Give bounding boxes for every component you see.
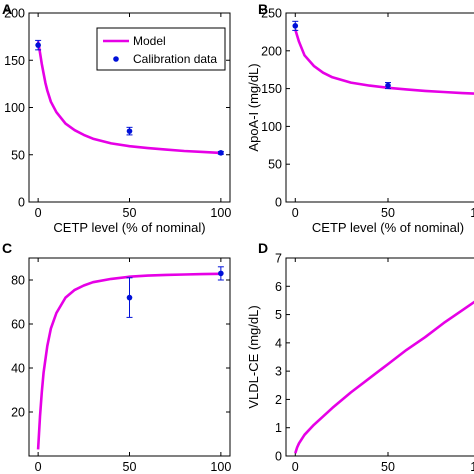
x-tick-label: 100 xyxy=(210,206,231,220)
panel-d: D05010001234567CETP level (% of nominal)… xyxy=(246,240,474,474)
y-tick-label: 150 xyxy=(4,54,25,68)
x-tick-label: 0 xyxy=(35,460,42,474)
y-tick-label: 250 xyxy=(261,7,282,21)
y-tick-label: 7 xyxy=(275,252,282,266)
x-tick-label: 0 xyxy=(292,206,299,220)
y-axis-label: ApoA-I (mg/dL) xyxy=(246,63,261,151)
x-tick-label: 100 xyxy=(470,206,474,220)
panel-letter: B xyxy=(258,1,268,17)
x-axis-label: CETP level (% of nominal) xyxy=(312,220,464,235)
calibration-point xyxy=(385,82,391,89)
calibration-point xyxy=(292,23,299,29)
y-tick-label: 2 xyxy=(275,393,282,407)
model-line xyxy=(36,41,221,155)
y-tick-label: 0 xyxy=(18,196,25,210)
x-axis-label: CETP level (% of nominal) xyxy=(53,220,205,235)
x-tick-label: 0 xyxy=(35,206,42,220)
legend-data-swatch xyxy=(113,56,119,62)
plot-area xyxy=(35,39,224,156)
legend-box xyxy=(96,27,226,71)
calibration-point xyxy=(126,294,133,301)
calibration-point xyxy=(35,42,41,48)
calibration-point xyxy=(218,270,224,277)
y-tick-label: 100 xyxy=(261,120,282,134)
y-axis-label: VLDL-CE (mg/dL) xyxy=(246,305,261,408)
legend-model-label: Model xyxy=(133,34,166,48)
y-tick-label: 0 xyxy=(275,196,282,210)
plot-area xyxy=(36,266,224,450)
model-line xyxy=(36,272,221,450)
y-tick-label: 200 xyxy=(4,7,25,21)
y-tick-label: 80 xyxy=(11,274,25,288)
x-tick-label: 0 xyxy=(292,460,299,474)
model-line xyxy=(294,300,474,454)
y-tick-label: 3 xyxy=(275,365,282,379)
x-tick-label: 50 xyxy=(123,460,137,474)
plot-area xyxy=(292,20,474,95)
panel-letter: A xyxy=(2,1,12,17)
y-tick-label: 20 xyxy=(11,406,25,420)
legend: Model Calibration data xyxy=(96,27,226,71)
y-tick-label: 1 xyxy=(275,421,282,435)
y-tick-label: 4 xyxy=(275,336,282,350)
y-tick-label: 150 xyxy=(261,82,282,96)
panel-c: C05010020406080CETP level (% of nominal) xyxy=(2,240,231,474)
calibration-point xyxy=(126,128,133,134)
axes-box xyxy=(285,12,474,203)
x-tick-label: 50 xyxy=(123,206,137,220)
legend-data-label: Calibration data xyxy=(133,52,217,66)
panel-letter: D xyxy=(258,240,268,256)
y-tick-label: 0 xyxy=(275,450,282,464)
x-tick-label: 100 xyxy=(210,460,231,474)
panel-letter: C xyxy=(2,240,12,256)
model-line xyxy=(294,29,474,95)
x-tick-label: 50 xyxy=(381,206,395,220)
y-tick-label: 6 xyxy=(275,280,282,294)
x-tick-label: 50 xyxy=(381,460,395,474)
panel-b: B 0 50 100 0 50 100 150 200 250 CETP level (% of n… xyxy=(246,1,474,235)
y-tick-label: 40 xyxy=(11,362,25,376)
y-tick-label: 5 xyxy=(275,308,282,322)
y-tick-label: 60 xyxy=(11,318,25,332)
y-tick-label: 200 xyxy=(261,44,282,58)
y-tick-label: 50 xyxy=(11,148,25,162)
panel-a: A 0 50 100 0 50 100 150 200 CETP level (% of nomi… xyxy=(2,1,231,235)
plot-area xyxy=(294,300,474,454)
x-tick-label: 100 xyxy=(470,460,474,474)
y-tick-label: 100 xyxy=(4,101,25,115)
calibration-point xyxy=(218,150,224,156)
y-tick-label: 50 xyxy=(268,158,282,172)
